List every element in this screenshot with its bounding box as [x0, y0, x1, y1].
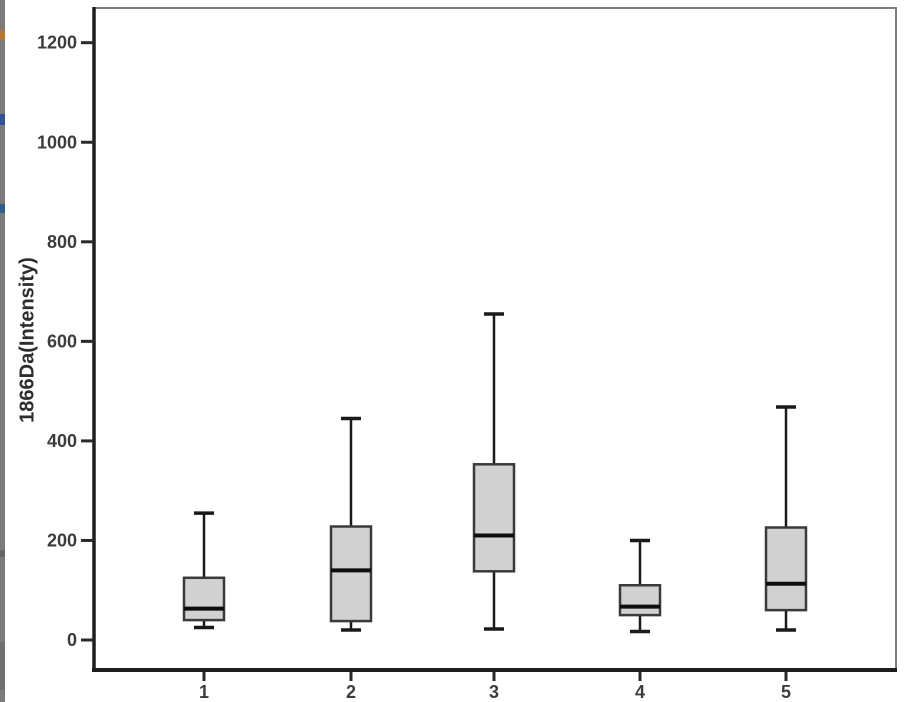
orange-mark	[0, 30, 5, 40]
y-tick-label: 400	[47, 431, 77, 451]
blue-mark-lower	[0, 204, 5, 213]
x-tick-label: 4	[635, 682, 645, 702]
y-tick-label: 0	[67, 630, 77, 650]
y-tick-label: 1000	[37, 132, 77, 152]
x-tick-label: 3	[489, 682, 499, 702]
y-tick-label: 600	[47, 331, 77, 351]
box-3-iqr-rect	[472, 463, 516, 573]
window-edge-strip	[0, 0, 5, 702]
blue-mark-upper	[0, 114, 5, 125]
x-tick-label: 1	[199, 682, 209, 702]
box-5-iqr-rect	[764, 526, 808, 612]
box-4-iqr-rect	[618, 583, 662, 617]
box-2-iqr-rect	[329, 525, 373, 623]
y-tick-label: 1200	[37, 33, 77, 53]
x-tick-label: 2	[346, 682, 356, 702]
y-tick-label: 800	[47, 232, 77, 252]
box-1-iqr-rect	[182, 576, 226, 622]
y-tick-label: 200	[47, 530, 77, 550]
x-tick-label: 5	[781, 682, 791, 702]
gray-mark	[0, 550, 5, 557]
dark-bottom-segment	[0, 642, 5, 690]
